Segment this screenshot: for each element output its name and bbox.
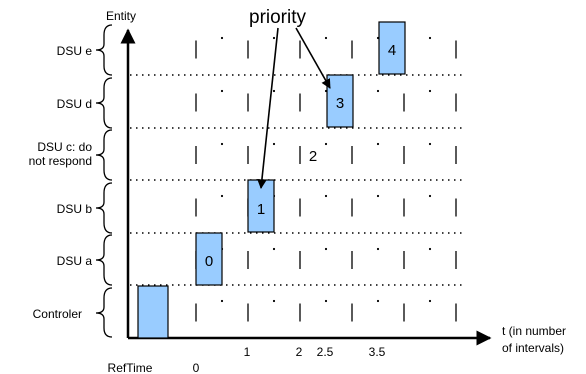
row-labels: DSU e DSU d DSU c: do not respond DSU b … — [29, 44, 93, 321]
half-interval-dot — [220, 194, 224, 198]
interval-marks — [195, 36, 457, 322]
half-interval-dot — [324, 36, 328, 40]
row-label-controler: Controler — [33, 307, 82, 321]
time-axis-label-line2: of intervals) — [502, 341, 564, 355]
half-interval-dot — [428, 194, 432, 198]
tick-label-3-5: 3.5 — [369, 345, 386, 359]
box-dsu-e-number: 4 — [388, 42, 396, 59]
half-interval-dot — [220, 89, 224, 93]
half-interval-dot — [272, 142, 276, 146]
half-interval-dot — [272, 89, 276, 93]
half-interval-dot — [428, 142, 432, 146]
row-label-dsu-e: DSU e — [57, 44, 93, 58]
time-axis-label-line1: t (in number — [502, 324, 566, 338]
dsu-c-number: 2 — [309, 148, 317, 165]
half-interval-dot — [376, 194, 380, 198]
row-brace — [95, 77, 113, 129]
half-interval-dot — [324, 142, 328, 146]
tick-label-2: 2 — [296, 345, 303, 359]
half-interval-dot — [428, 89, 432, 93]
half-interval-dot — [376, 299, 380, 303]
half-interval-dot — [428, 36, 432, 40]
half-interval-dot — [220, 299, 224, 303]
half-interval-dot — [376, 247, 380, 251]
row-brace — [95, 24, 113, 76]
row-label-dsu-a: DSU a — [57, 254, 93, 268]
half-interval-dot — [272, 299, 276, 303]
entity-axis-label: Entity — [106, 9, 136, 23]
half-interval-dot — [220, 142, 224, 146]
half-interval-dot — [376, 89, 380, 93]
box-controler — [137, 285, 169, 339]
row-brace — [95, 234, 113, 286]
row-label-dsu-d: DSU d — [57, 97, 92, 111]
priority-arrow-to-3 — [295, 27, 331, 89]
half-interval-dot — [428, 299, 432, 303]
half-interval-dot — [220, 36, 224, 40]
row-label-dsu-b: DSU b — [57, 202, 93, 216]
tick-label-0: 0 — [193, 361, 200, 374]
half-interval-dot — [376, 142, 380, 146]
tick-label-reftime: RefTime — [108, 361, 153, 374]
row-brace — [95, 129, 113, 181]
row-brace — [95, 182, 113, 234]
box-dsu-a-number: 0 — [205, 253, 213, 270]
half-interval-dot — [324, 247, 328, 251]
priority-arrow-to-1 — [257, 27, 279, 189]
row-braces — [95, 24, 113, 338]
box-dsu-a — [195, 232, 223, 286]
priority-boxes: 4 3 2 1 0 — [137, 21, 406, 339]
row-brace — [95, 287, 113, 338]
half-interval-dot — [272, 36, 276, 40]
box-dsu-d-number: 3 — [336, 95, 344, 112]
half-interval-dot — [272, 247, 276, 251]
tick-label-2-5: 2.5 — [317, 345, 334, 359]
row-label-dsu-c-line1: DSU c: do — [37, 140, 92, 154]
half-interval-dot — [324, 194, 328, 198]
box-dsu-b-number: 1 — [257, 201, 265, 218]
tick-label-1: 1 — [244, 345, 251, 359]
row-separators — [130, 74, 462, 286]
time-tick-labels: RefTime 0 1 2 2.5 3.5 — [108, 345, 386, 374]
box-dsu-d — [326, 74, 354, 128]
half-interval-dot — [428, 247, 432, 251]
box-dsu-e — [378, 21, 406, 75]
half-interval-dot — [324, 299, 328, 303]
priority-label: priority — [249, 7, 307, 28]
row-label-dsu-c-line2: not respond — [29, 154, 92, 168]
